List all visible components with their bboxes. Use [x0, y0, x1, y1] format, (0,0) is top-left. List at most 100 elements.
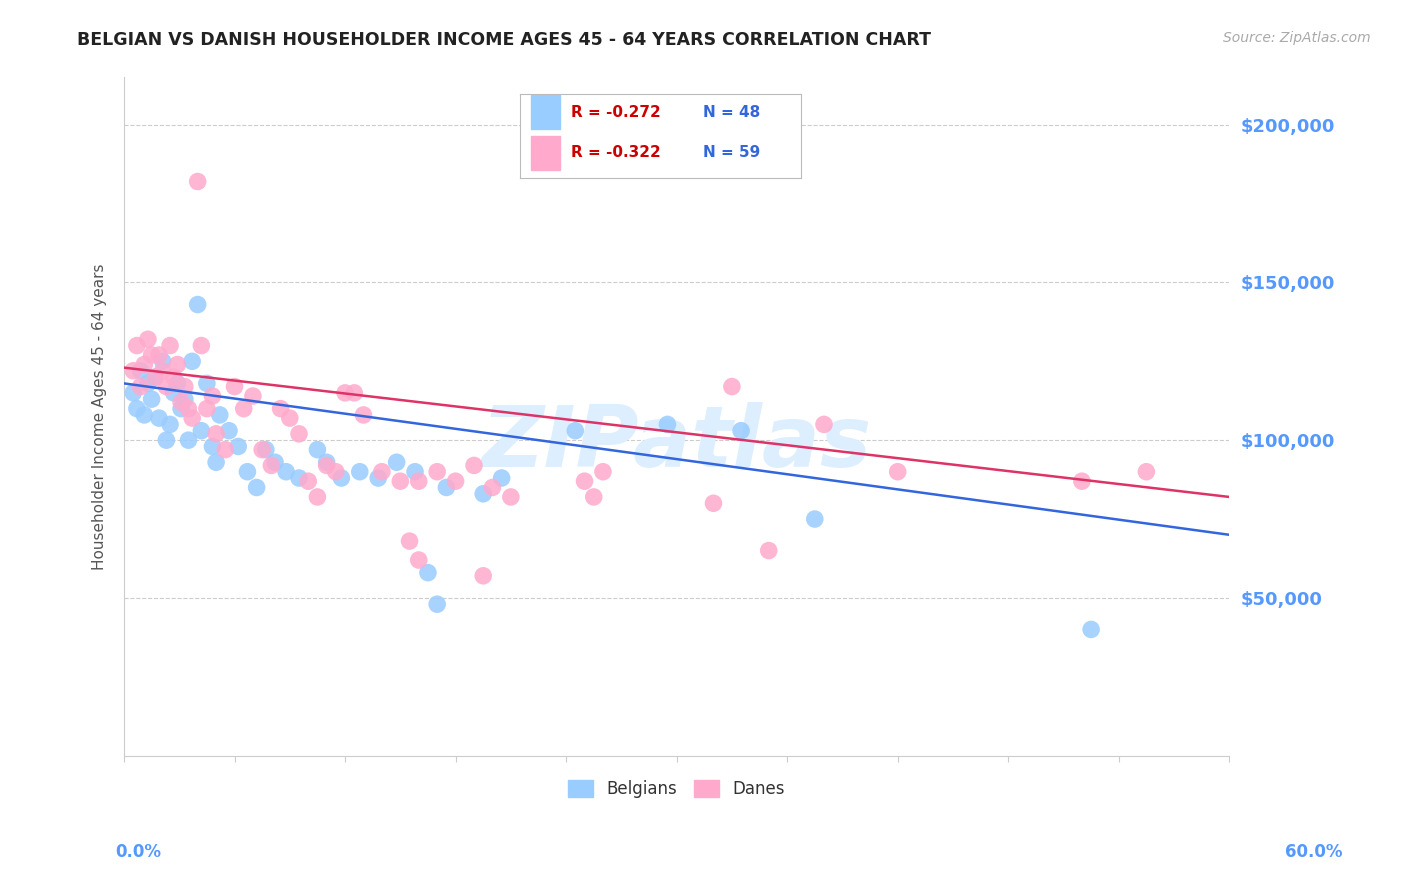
Point: [250, 442, 273, 457]
Point: [1135, 465, 1157, 479]
Point: [481, 481, 503, 495]
Point: [195, 401, 218, 416]
Point: [141, 348, 163, 362]
Point: [143, 370, 166, 384]
Point: [232, 401, 254, 416]
Point: [444, 474, 467, 488]
Point: [582, 490, 605, 504]
Point: [136, 332, 159, 346]
Point: [472, 487, 495, 501]
Point: [141, 392, 163, 406]
Point: [274, 465, 297, 479]
Point: [214, 442, 236, 457]
Point: [472, 569, 495, 583]
Point: [325, 465, 347, 479]
Point: [702, 496, 724, 510]
Point: [260, 458, 283, 473]
Point: [371, 465, 394, 479]
Point: [758, 543, 780, 558]
Point: [389, 474, 412, 488]
Point: [125, 338, 148, 352]
Point: [155, 379, 177, 393]
Point: [177, 433, 200, 447]
Point: [155, 433, 177, 447]
Point: [125, 401, 148, 416]
Point: [333, 385, 356, 400]
Point: [129, 379, 152, 393]
Point: [804, 512, 827, 526]
Point: [122, 385, 145, 400]
Point: [254, 442, 277, 457]
Point: [170, 395, 193, 409]
Point: [181, 354, 204, 368]
Point: [408, 553, 430, 567]
Point: [270, 401, 292, 416]
Point: [187, 297, 209, 311]
Point: [205, 455, 228, 469]
Point: [288, 426, 311, 441]
Point: [491, 471, 513, 485]
Point: [426, 597, 449, 611]
Point: [226, 440, 249, 454]
Text: N = 59: N = 59: [703, 145, 761, 161]
Point: [163, 385, 186, 400]
Point: [657, 417, 679, 432]
Point: [170, 401, 193, 416]
Point: [236, 465, 259, 479]
Point: [159, 417, 181, 432]
Point: [499, 490, 522, 504]
Point: [426, 465, 449, 479]
Point: [177, 401, 200, 416]
Point: [813, 417, 835, 432]
Point: [264, 455, 287, 469]
Point: [385, 455, 408, 469]
Point: [434, 481, 457, 495]
Point: [173, 392, 195, 406]
Point: [307, 442, 329, 457]
Point: [730, 424, 752, 438]
Text: 0.0%: 0.0%: [115, 843, 162, 861]
Point: [330, 471, 353, 485]
Point: [416, 566, 439, 580]
Point: [288, 471, 311, 485]
Legend: Belgians, Danes: Belgians, Danes: [561, 773, 792, 805]
Point: [190, 338, 212, 352]
Text: 60.0%: 60.0%: [1285, 843, 1343, 861]
Point: [721, 379, 744, 393]
Point: [159, 338, 181, 352]
Point: [1070, 474, 1092, 488]
Point: [218, 424, 240, 438]
Point: [315, 458, 337, 473]
Point: [195, 376, 218, 391]
Point: [205, 426, 228, 441]
Text: BELGIAN VS DANISH HOUSEHOLDER INCOME AGES 45 - 64 YEARS CORRELATION CHART: BELGIAN VS DANISH HOUSEHOLDER INCOME AGE…: [77, 31, 931, 49]
Point: [136, 376, 159, 391]
Point: [246, 481, 269, 495]
Point: [152, 354, 174, 368]
Point: [122, 364, 145, 378]
Point: [1080, 623, 1102, 637]
Text: N = 48: N = 48: [703, 104, 761, 120]
Point: [349, 465, 371, 479]
Text: R = -0.322: R = -0.322: [571, 145, 661, 161]
Bar: [531, 136, 560, 169]
Point: [343, 385, 366, 400]
Point: [187, 175, 209, 189]
Text: Source: ZipAtlas.com: Source: ZipAtlas.com: [1223, 31, 1371, 45]
Point: [173, 379, 195, 393]
Point: [208, 408, 231, 422]
Point: [463, 458, 485, 473]
Point: [297, 474, 319, 488]
Point: [315, 455, 337, 469]
Point: [134, 358, 156, 372]
Point: [201, 440, 224, 454]
Point: [886, 465, 908, 479]
Point: [129, 364, 152, 378]
Point: [201, 389, 224, 403]
Point: [353, 408, 375, 422]
Point: [408, 474, 430, 488]
Y-axis label: Householder Income Ages 45 - 64 years: Householder Income Ages 45 - 64 years: [93, 263, 107, 570]
Point: [134, 408, 156, 422]
Point: [148, 348, 170, 362]
Point: [181, 411, 204, 425]
